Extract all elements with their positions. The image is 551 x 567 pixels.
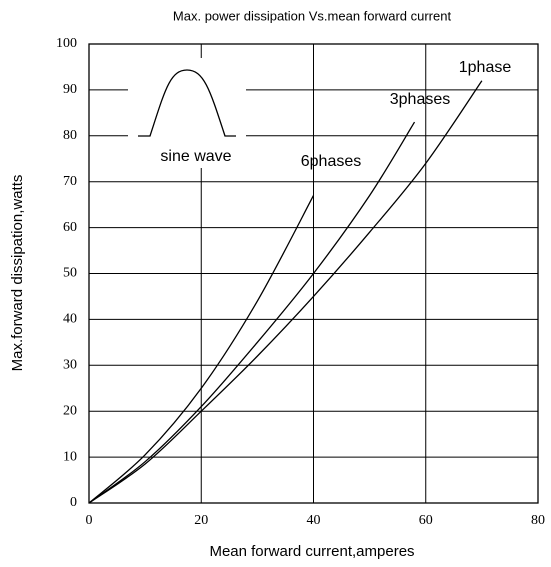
inset-background: [128, 58, 246, 168]
x-tick-label: 40: [307, 513, 321, 528]
sine-wave-icon: [138, 69, 236, 137]
series-line: [88, 80, 483, 504]
x-tick-label: 60: [419, 513, 433, 528]
series-label: 3phases: [390, 91, 451, 108]
series-line: [88, 121, 416, 504]
series-label: 1phase: [459, 59, 512, 76]
series-label: 6phases: [301, 153, 362, 170]
y-tick-label: 0: [70, 495, 77, 510]
x-tick-label: 0: [86, 513, 93, 528]
x-tick-label: 20: [194, 513, 208, 528]
y-tick-label: 70: [63, 174, 77, 189]
y-tick-label: 80: [63, 128, 77, 143]
y-tick-label: 60: [63, 220, 77, 235]
y-axis-label: Max.forward dissipation,watts: [9, 175, 26, 372]
x-axis-label: Mean forward current,amperes: [209, 543, 414, 560]
y-tick-label: 100: [56, 36, 77, 51]
y-tick-label: 50: [63, 266, 77, 281]
series-line: [88, 195, 315, 504]
y-tick-label: 30: [63, 358, 77, 373]
y-tick-label: 90: [63, 82, 77, 97]
y-tick-label: 20: [63, 403, 77, 418]
y-tick-label: 10: [63, 449, 77, 464]
annotation: sine wave: [160, 148, 231, 165]
plot-frame: [88, 43, 539, 504]
y-tick-label: 40: [63, 312, 77, 327]
x-tick-label: 80: [531, 513, 545, 528]
chart-title: Max. power dissipation Vs.mean forward c…: [173, 8, 452, 23]
